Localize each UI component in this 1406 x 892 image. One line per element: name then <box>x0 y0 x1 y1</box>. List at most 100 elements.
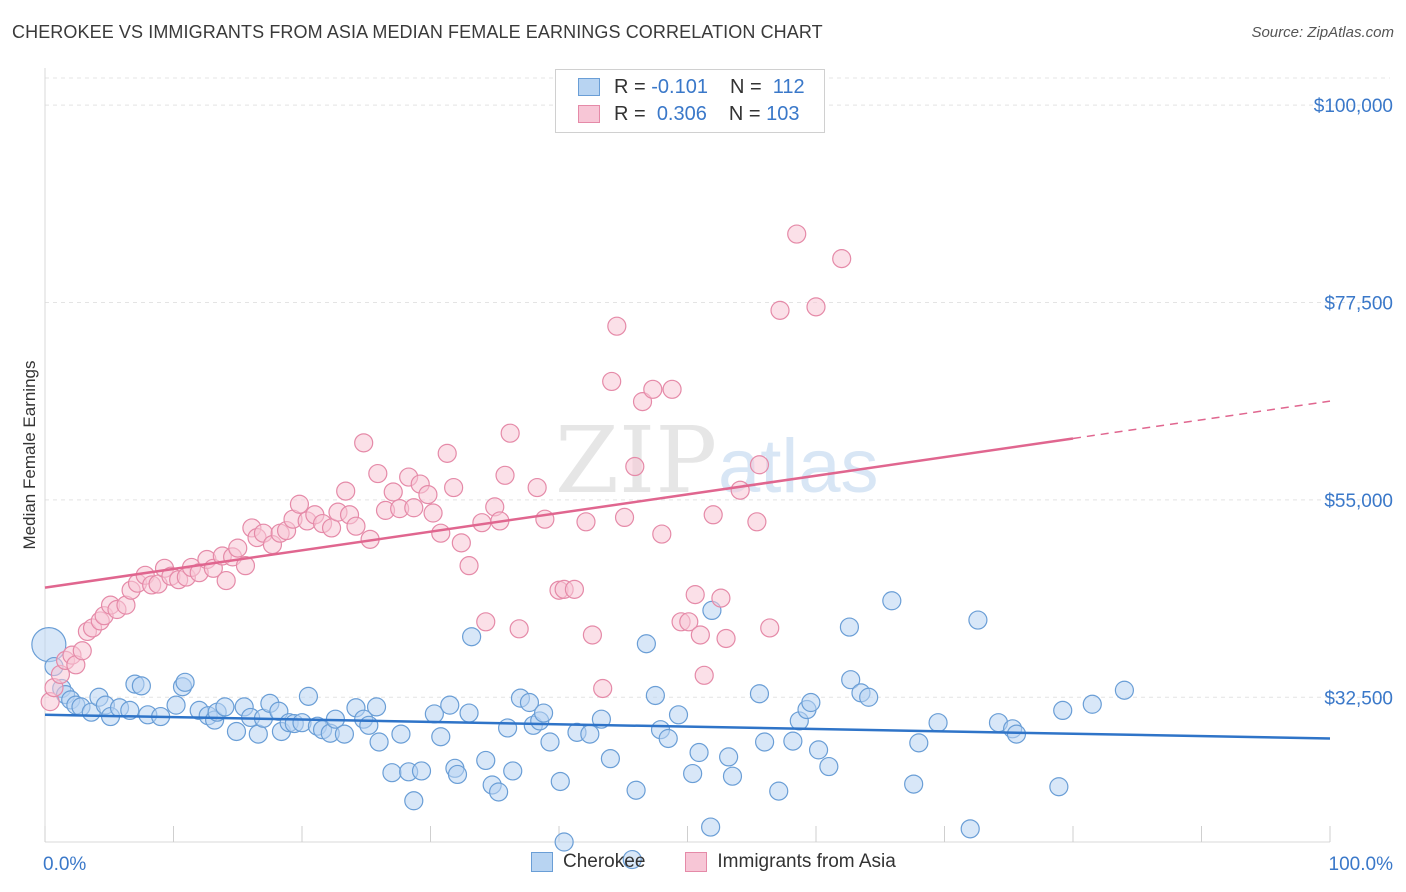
cherokee-point <box>882 591 902 611</box>
cherokee-point <box>689 742 709 763</box>
cherokee-point <box>808 740 829 760</box>
asia-point <box>228 538 248 558</box>
cherokee-point <box>554 832 574 852</box>
asia-point <box>832 249 852 269</box>
cherokee-point <box>658 728 678 749</box>
cherokee-point <box>431 727 451 747</box>
y-axis-label: Median Female Earnings <box>20 360 39 550</box>
cherokee-point <box>447 764 468 785</box>
cherokee-point <box>841 670 861 690</box>
cherokee-point <box>754 732 775 752</box>
cherokee-point <box>359 715 379 735</box>
asia-point <box>747 512 767 532</box>
asia-point <box>582 625 603 645</box>
cherokee-point <box>369 732 389 752</box>
cherokee-point <box>904 774 924 794</box>
cherokee-point <box>298 686 319 706</box>
cherokee-point <box>1049 777 1069 797</box>
cherokee-point <box>580 724 600 744</box>
legend-row-asia: R = 0.306 N = 103 <box>578 101 800 127</box>
cherokee-point <box>175 672 195 692</box>
cherokee-point <box>683 763 703 784</box>
cherokee-point <box>550 771 570 792</box>
series-legend: Cherokee Immigrants from Asia <box>531 851 936 873</box>
y-tick-label: $55,000 <box>1324 491 1393 512</box>
cherokee-point <box>1053 700 1073 721</box>
asia-point <box>423 503 443 523</box>
cherokee-legend-swatch <box>531 852 553 872</box>
cherokee-legend-label: Cherokee <box>563 851 646 872</box>
asia-point <box>685 585 705 605</box>
cherokee-point <box>859 687 879 707</box>
asia-point <box>418 485 438 505</box>
asia-point <box>602 371 622 392</box>
cherokee-point <box>334 724 355 744</box>
cherokee-trend-line <box>44 713 1331 740</box>
asia-point <box>690 625 710 645</box>
asia-point <box>679 612 699 632</box>
asia-point <box>711 588 731 608</box>
asia-point <box>576 512 596 532</box>
cherokee-point <box>719 747 739 767</box>
x-tick-label: 0.0% <box>43 854 86 875</box>
asia-point <box>632 392 653 412</box>
cherokee-point <box>591 709 612 729</box>
asia-point <box>730 480 750 500</box>
r-label: R = <box>614 75 646 98</box>
asia-point <box>216 570 236 591</box>
asia-legend-label: Immigrants from Asia <box>717 851 896 872</box>
cherokee-point <box>701 817 721 837</box>
cherokee-point <box>819 756 839 777</box>
cherokee-point <box>533 703 554 723</box>
asia-point <box>476 612 496 632</box>
asia-point <box>354 433 374 453</box>
cherokee-point <box>540 732 560 752</box>
cherokee-point <box>928 713 948 733</box>
r-label: R = <box>614 102 646 125</box>
asia-point <box>500 423 520 443</box>
source-label: Source: ZipAtlas.com <box>1251 24 1394 41</box>
cherokee-point <box>411 761 432 781</box>
cherokee-point <box>498 718 518 738</box>
asia-point <box>652 524 672 544</box>
asia-point <box>368 463 388 484</box>
asia-point <box>643 379 663 399</box>
cherokee-point <box>600 749 621 769</box>
cherokee-point <box>503 761 523 781</box>
cherokee-point <box>166 695 186 715</box>
cherokee-point <box>476 750 496 771</box>
cherokee-point <box>382 763 402 783</box>
cherokee-point <box>366 697 387 717</box>
n-value: 103 <box>766 102 800 125</box>
asia-point <box>459 556 479 576</box>
legend-item-asia[interactable]: Immigrants from Asia <box>685 851 896 873</box>
cherokee-point <box>215 697 235 717</box>
asia-point <box>607 316 627 336</box>
asia-point <box>694 665 714 685</box>
cherokee-point <box>391 724 411 744</box>
cherokee-point <box>519 692 540 713</box>
cherokee-point <box>636 634 656 654</box>
cherokee-point <box>1006 724 1027 744</box>
cherokee-point <box>839 617 860 637</box>
asia-point <box>444 477 464 498</box>
asia-point <box>509 619 529 639</box>
asia-point <box>235 556 256 576</box>
asia-point <box>787 224 807 244</box>
asia-point <box>383 482 403 502</box>
cherokee-point <box>1082 694 1102 714</box>
asia-point <box>404 498 424 518</box>
asia-point <box>564 579 585 599</box>
asia-point <box>527 477 547 498</box>
chart-title: CHEROKEE VS IMMIGRANTS FROM ASIA MEDIAN … <box>12 22 823 42</box>
asia-point <box>72 641 92 661</box>
cherokee-point <box>131 676 151 696</box>
y-tick-label: $77,500 <box>1324 293 1393 314</box>
asia-point <box>451 533 471 553</box>
legend-item-cherokee[interactable]: Cherokee <box>531 851 645 873</box>
cherokee-point <box>404 791 424 811</box>
cherokee-point <box>622 849 642 870</box>
asia-legend-swatch <box>685 852 708 872</box>
asia-swatch <box>578 105 600 123</box>
